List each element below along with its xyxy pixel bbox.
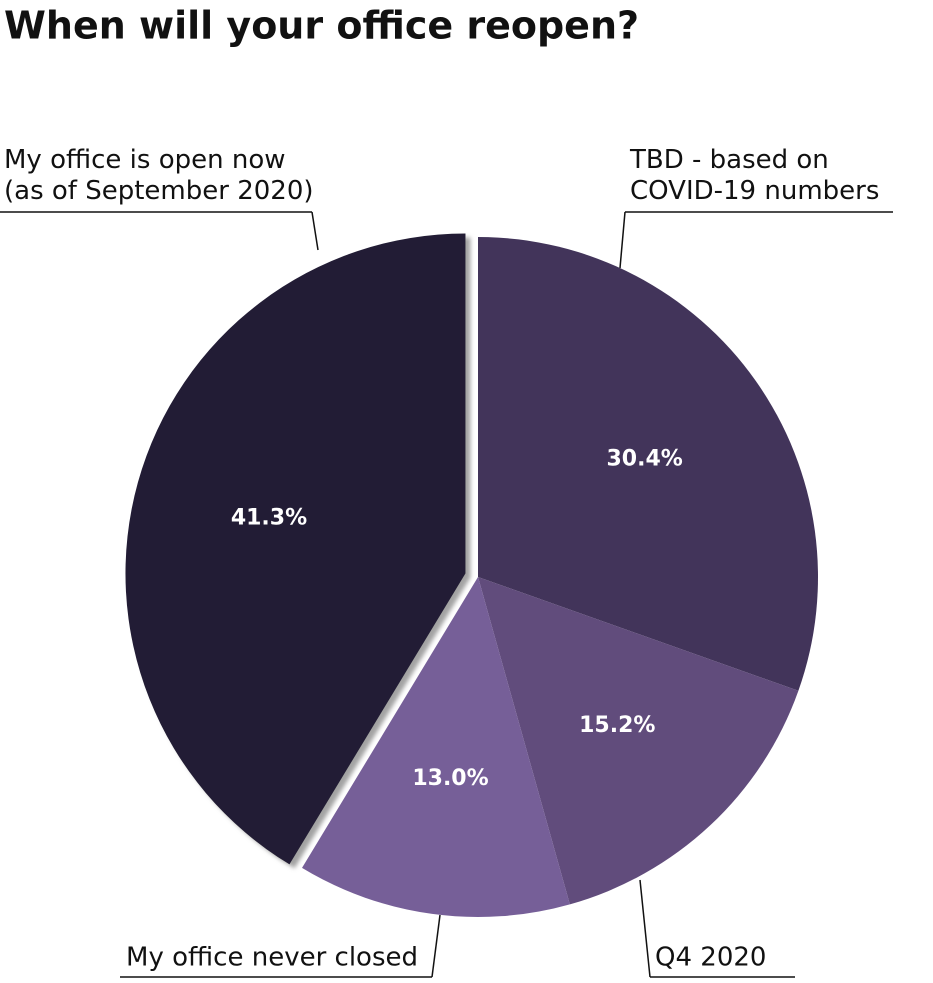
value-label: 13.0% bbox=[412, 766, 488, 791]
leader-line bbox=[311, 211, 319, 251]
category-label: TBD - based on COVID-19 numbers bbox=[629, 145, 879, 206]
category-label: Q4 2020 bbox=[655, 943, 766, 973]
value-label: 41.3% bbox=[231, 506, 307, 531]
value-label: 15.2% bbox=[579, 713, 655, 738]
leader-line bbox=[431, 914, 441, 978]
labels: 30.4% TBD - based on COVID-19 numbers 15.2%… bbox=[0, 145, 893, 978]
pie-slice bbox=[302, 577, 570, 917]
chart-title: When will your office reopen? bbox=[4, 4, 639, 48]
category-label: My office is open now (as of September 20… bbox=[4, 145, 314, 206]
pie-slice bbox=[478, 577, 799, 905]
leader-line bbox=[639, 879, 651, 978]
pie bbox=[125, 233, 819, 917]
pie-slice bbox=[478, 237, 819, 691]
category-label: My office never closed bbox=[126, 943, 418, 973]
leader-line bbox=[619, 211, 626, 269]
value-label: 30.4% bbox=[606, 446, 682, 471]
pie-slice bbox=[125, 233, 466, 865]
